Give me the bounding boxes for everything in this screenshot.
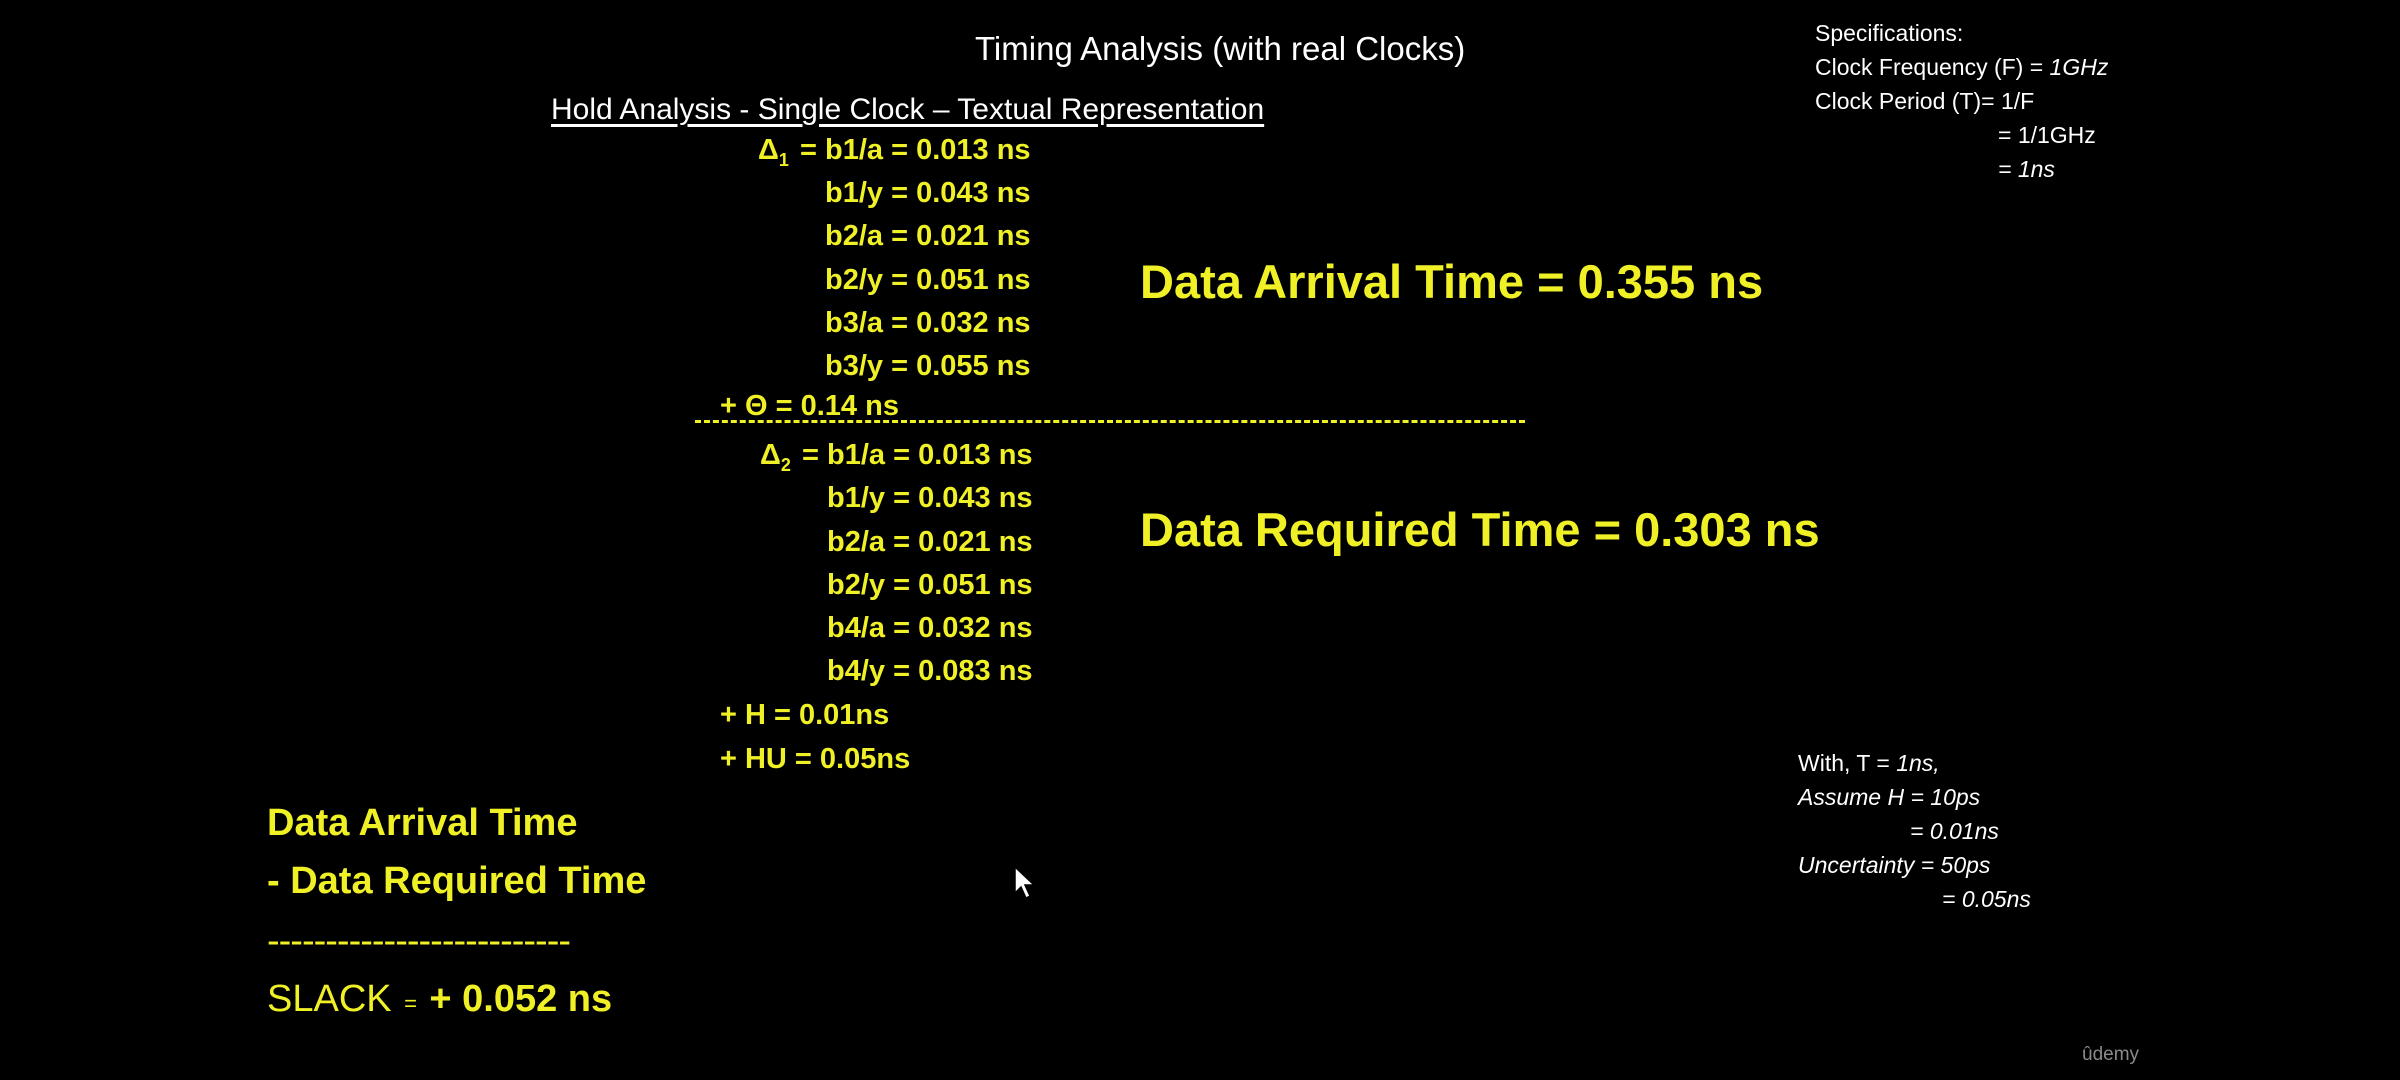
slack-label: SLACK <box>267 978 392 1020</box>
launch-row: b3/a = 0.032 ns <box>825 307 1031 339</box>
slack-value: + 0.052 ns <box>429 978 613 1020</box>
spec-frequency: Clock Frequency (F) = 1GHz <box>1815 54 2108 81</box>
spec-period-line2: = 1/1GHz <box>1998 122 2096 148</box>
data-arrival-time-result: Data Arrival Time = 0.355 ns <box>1140 255 1764 308</box>
summary-required: - Data Required Time <box>267 860 647 902</box>
capture-row: b1/y = 0.043 ns <box>827 482 1033 514</box>
capture-row: b2/a = 0.021 ns <box>827 526 1033 558</box>
capture-row: = b1/a = 0.013 ns <box>802 439 1033 471</box>
note-uncertainty: Uncertainty = 50ps <box>1798 852 1991 878</box>
spec-frequency-value: 1GHz <box>2049 54 2109 80</box>
sum-divider-line <box>695 420 1525 423</box>
hold-row: + H = 0.01ns <box>720 699 890 731</box>
slide-subtitle: Hold Analysis - Single Clock – Textual R… <box>551 93 1265 126</box>
spec-frequency-label: Clock Frequency (F) = <box>1815 54 2050 80</box>
note-period: With, T = 1ns, <box>1798 750 1940 776</box>
note-hold: Assume H = 10ps <box>1798 784 1981 810</box>
summary-divider: -------------------------- <box>267 920 571 962</box>
mouse-cursor-icon <box>1014 865 1036 900</box>
spec-period-line1: Clock Period (T)= 1/F <box>1815 88 2035 114</box>
slack-equals: = <box>404 991 417 1016</box>
note-uncertainty-ns: = 0.05ns <box>1942 886 2031 912</box>
launch-row: b2/y = 0.051 ns <box>825 264 1031 296</box>
delta1-symbol: Δ1 <box>758 134 789 170</box>
launch-row: b2/a = 0.021 ns <box>825 220 1031 252</box>
spec-heading: Specifications: <box>1815 20 1964 46</box>
delta2-symbol: Δ2 <box>760 439 791 475</box>
udemy-watermark-logo: ûdemy <box>2082 1044 2140 1065</box>
summary-arrival: Data Arrival Time <box>267 802 578 844</box>
data-required-time-result: Data Required Time = 0.303 ns <box>1140 503 1820 556</box>
launch-row: b1/y = 0.043 ns <box>825 177 1031 209</box>
slack-line: SLACK = + 0.052 ns <box>267 978 612 1021</box>
spec-period-line3: = 1ns <box>1998 156 2055 182</box>
capture-row: b4/a = 0.032 ns <box>827 612 1033 644</box>
capture-row: b2/y = 0.051 ns <box>827 569 1033 601</box>
theta-row: + Θ = 0.14 ns <box>720 390 899 422</box>
slide-title: Timing Analysis (with real Clocks) <box>975 30 1466 67</box>
launch-row: b3/y = 0.055 ns <box>825 350 1031 382</box>
hold-uncertainty-row: + HU = 0.05ns <box>720 743 911 775</box>
capture-row: b4/y = 0.083 ns <box>827 655 1033 687</box>
note-hold-ns: = 0.01ns <box>1910 818 1999 844</box>
launch-row: = b1/a = 0.013 ns <box>800 134 1031 166</box>
